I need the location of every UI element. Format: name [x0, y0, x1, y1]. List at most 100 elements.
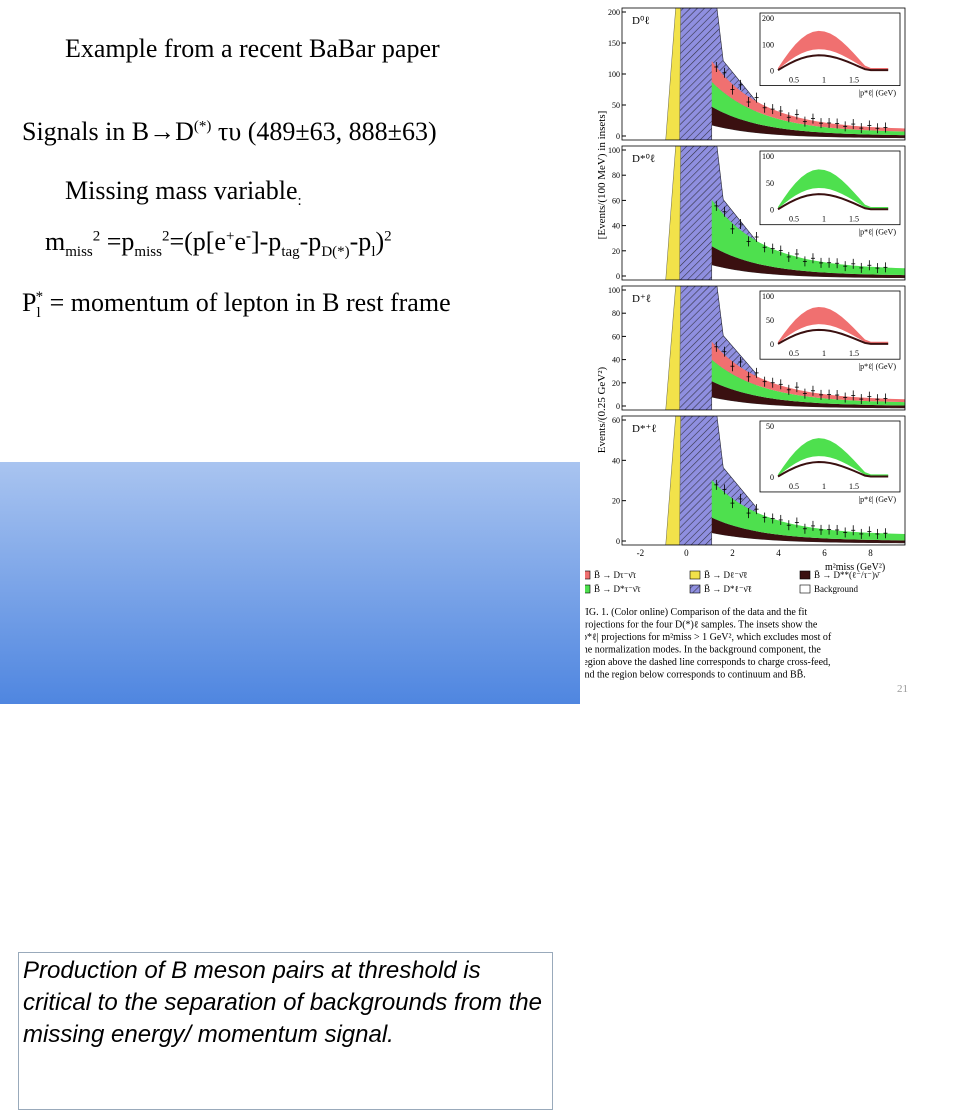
caption-line: projections for the four D(*)ℓ samples. …: [585, 620, 818, 631]
sub: D(*): [321, 244, 350, 261]
caption-line: region above the dashed line corresponds…: [585, 657, 831, 668]
panel: D⁰ℓ 200 150 100 50 0 200 100 0 0.5 1 1.5|p*ℓ| (GeV): [608, 7, 906, 141]
panel-label: D⁰ℓ: [632, 15, 650, 27]
inset-bg: [777, 328, 889, 345]
page-number: 21: [897, 683, 908, 695]
frame: [621, 285, 906, 411]
inset-x-tick: 1: [822, 482, 826, 491]
y-tick-label: 0: [616, 132, 620, 141]
text: m: [45, 227, 66, 256]
y-tick-label: 20: [612, 379, 620, 388]
y-tick-label: 80: [612, 309, 620, 318]
peak-yellow: [665, 416, 681, 545]
legend-label: B̄ → D*ℓ⁻ν̄ℓ: [704, 584, 752, 594]
inset-y-tick: 0: [770, 340, 774, 349]
y-tick-label: 60: [612, 196, 620, 205]
plot: [665, 146, 905, 280]
legend-swatch: [689, 584, 701, 594]
layer-green: [711, 480, 905, 541]
x-tick-label: 2: [730, 548, 735, 558]
inset-x-label: |p*ℓ| (GeV): [859, 495, 897, 504]
frame: [621, 415, 906, 546]
inset-y-tick: 200: [762, 14, 774, 23]
inset-y-tick: 0: [770, 206, 774, 215]
sup: *: [35, 289, 44, 306]
sub: l: [371, 244, 376, 261]
layer-dstarstar: [711, 517, 905, 543]
caption-line: the normalization modes. In the backgrou…: [585, 645, 821, 656]
y-tick-label: 40: [612, 356, 620, 365]
inset-x-tick: 1.5: [849, 215, 859, 224]
y-tick-label: 0: [616, 402, 620, 411]
inset-signal: [778, 306, 889, 344]
legend-label: B̄ → D*τ⁻ν̄τ: [594, 584, 641, 594]
highlight-box: Production of B meson pairs at threshold…: [0, 462, 580, 1110]
x-axis-label: m²miss (GeV²): [825, 562, 885, 573]
arrow: →: [149, 117, 176, 146]
text: D: [175, 117, 194, 146]
inset-signal: [778, 169, 889, 209]
sup: (*): [193, 118, 212, 135]
panel: D⁺ℓ 100 80 60 40 20 0 100 50 0 0.5 1 1.5|p*ℓ| (GeV): [608, 285, 906, 411]
inset-y-tick: 100: [762, 292, 774, 301]
plot: [665, 286, 905, 410]
y-tick-label: 0: [616, 537, 620, 546]
layer-green: [711, 199, 905, 276]
text: Signals in B: [22, 117, 150, 146]
panel-label: D⁺ℓ: [632, 293, 651, 305]
layer-dstarstar: [711, 381, 905, 408]
sup: 2: [384, 228, 392, 245]
x-tick-label: 0: [684, 548, 689, 558]
y-tick-label: 20: [612, 247, 620, 256]
inset-x-tick: 0.5: [789, 76, 799, 85]
inset-x-tick: 1: [822, 76, 826, 85]
x-tick-label: -2: [637, 548, 645, 558]
legend-swatch: [689, 570, 701, 580]
inset-signal: [778, 30, 889, 70]
legend-swatch: [585, 570, 591, 580]
inset-y-tick: 100: [762, 152, 774, 161]
inset-x-tick: 0.5: [789, 215, 799, 224]
y-tick-label: 40: [612, 456, 620, 465]
text: P: [22, 288, 37, 317]
legend-label: B̄ → Dℓ⁻ν̄ℓ: [704, 570, 747, 580]
y-tick-label: 100: [608, 286, 620, 295]
sup: 2: [161, 228, 170, 245]
layer-dstarstar: [711, 106, 905, 138]
inset-y-tick: 50: [766, 316, 774, 325]
inset-bg: [777, 54, 889, 72]
inset-x-label: |p*ℓ| (GeV): [859, 362, 897, 371]
y-tick-label: 60: [612, 416, 620, 425]
inset-y-tick: 50: [766, 422, 774, 431]
inset-x-label: |p*ℓ| (GeV): [859, 228, 897, 237]
text: ]-p: [250, 227, 282, 256]
y-tick-label: 0: [616, 272, 620, 281]
inset-x-tick: 1.5: [849, 482, 859, 491]
sub: l: [36, 305, 41, 322]
inset-x-tick: 1.5: [849, 76, 859, 85]
inset-x-tick: 1.5: [849, 349, 859, 358]
inset-bg: [777, 461, 889, 478]
title: Example from a recent BaBar paper: [65, 34, 440, 63]
x-tick-label: 4: [776, 548, 781, 558]
layer-green: [711, 81, 905, 136]
inset-y-tick: 0: [770, 67, 774, 76]
peak-yellow: [665, 8, 681, 140]
text: τυ (489±63, 888±63): [211, 117, 437, 146]
y-tick-label: 200: [608, 8, 620, 17]
text: Missing mass variable: [65, 176, 298, 205]
sup: 2: [92, 228, 101, 245]
text: -p: [299, 227, 322, 256]
legend-swatch: [799, 584, 811, 594]
sup: +: [225, 228, 235, 245]
lepton-line: Pl* = momentum of lepton in B rest frame: [22, 288, 451, 322]
panel-label: D*⁰ℓ: [632, 153, 655, 165]
peak-yellow: [665, 146, 681, 280]
missing-line: Missing mass variable:: [65, 176, 302, 210]
panel: D*⁰ℓ 100 80 60 40 20 0 100 50 0 0.5 1 1.5|p*ℓ| (GeV): [608, 145, 906, 281]
inset-x-label: |p*ℓ| (GeV): [859, 89, 897, 98]
text: -p: [349, 227, 372, 256]
formula: mmiss2 =pmiss2=(p[e+e-]-ptag-pD(*)-pl)2: [45, 227, 392, 261]
plot: [665, 8, 905, 140]
panel-label: D*⁺ℓ: [632, 423, 657, 435]
